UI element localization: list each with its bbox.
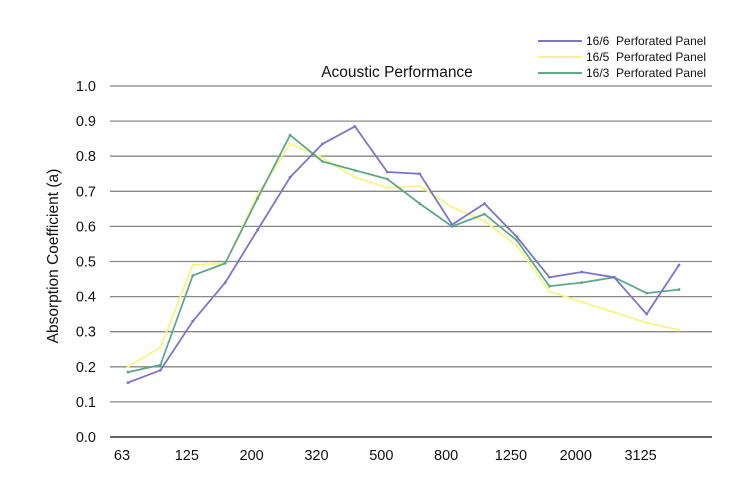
series-line [127, 134, 680, 373]
x-tick-label: 1250 [495, 448, 527, 464]
y-tick-label: 0.2 [76, 360, 96, 376]
y-tick-label: 0.3 [76, 325, 96, 341]
x-tick-label: 125 [175, 448, 199, 464]
data-point [580, 281, 584, 284]
y-tick-label: 0.8 [76, 149, 96, 165]
data-point [126, 365, 130, 369]
y-tick-label: 0.1 [76, 395, 96, 411]
data-point [677, 288, 681, 291]
data-point [450, 205, 454, 209]
data-point [483, 202, 486, 205]
data-point [256, 196, 260, 200]
gridlines [110, 85, 712, 438]
legend-label: 16/5 Perforated Panel [586, 50, 706, 64]
data-point [580, 270, 584, 274]
data-point [645, 312, 648, 316]
data-point [677, 263, 681, 267]
x-tick-label: 800 [434, 448, 458, 464]
series-line [127, 142, 680, 368]
legend-label: 16/6 Perforated Panel [586, 34, 706, 48]
x-tick-label: 3125 [624, 448, 656, 464]
data-point [321, 142, 324, 146]
data-point [321, 156, 324, 160]
data-point [191, 263, 195, 267]
legend-label: 16/3 Perforated Panel [586, 66, 706, 80]
x-tick-label: 200 [240, 448, 264, 464]
y-axis-ticks: 0.0 0.1 0.2 0.3 0.4 0.5 0.6 0.7 0.8 0.9 1.0 [76, 79, 96, 446]
y-tick-label: 0.5 [76, 255, 96, 271]
data-point [288, 142, 292, 146]
y-tick-label: 0.4 [76, 290, 96, 306]
data-point [353, 168, 357, 172]
data-point [288, 133, 292, 137]
y-tick-label: 0.0 [76, 430, 96, 446]
data-point [483, 212, 486, 216]
data-point [645, 291, 648, 295]
data-point [126, 370, 130, 374]
data-point [159, 346, 162, 349]
data-point [288, 175, 292, 179]
data-point [223, 281, 227, 284]
data-point [223, 261, 227, 265]
y-tick-label: 0.9 [76, 114, 96, 130]
data-point [126, 381, 130, 384]
data-point [450, 223, 454, 227]
chart-title: Acoustic Performance [321, 64, 473, 81]
data-point [547, 284, 551, 288]
data-point [612, 310, 616, 314]
data-series [126, 124, 681, 384]
data-point [418, 172, 422, 176]
data-point [385, 170, 389, 174]
legend: 16/6 Perforated Panel 16/5 Perforated Pan… [538, 34, 706, 80]
data-point [418, 202, 422, 205]
data-point [483, 219, 486, 223]
data-point [191, 274, 195, 277]
y-tick-label: 0.7 [76, 184, 96, 200]
data-point [418, 184, 422, 188]
data-point [353, 175, 357, 179]
data-point [321, 160, 324, 163]
data-point [515, 244, 519, 248]
data-point [515, 239, 519, 242]
data-point [385, 177, 389, 181]
series-line [127, 125, 680, 384]
data-point [515, 235, 519, 239]
data-point [191, 319, 195, 323]
data-point [612, 275, 616, 279]
data-point [385, 186, 389, 190]
x-axis-ticks: 63 125 200 320 500 800 1250 2000 3125 [114, 448, 657, 464]
data-point [580, 300, 584, 304]
x-tick-label: 63 [114, 448, 130, 464]
x-tick-label: 320 [304, 448, 328, 464]
data-point [547, 289, 551, 293]
data-point [645, 321, 648, 325]
data-point [159, 363, 162, 367]
data-point [353, 124, 357, 128]
data-point [256, 228, 260, 232]
y-tick-label: 0.6 [76, 219, 96, 235]
y-axis-label: Absorption Coefficient (a) [45, 169, 62, 344]
data-point [159, 368, 162, 372]
y-tick-label: 1.0 [76, 79, 96, 95]
x-tick-label: 500 [369, 448, 393, 464]
x-tick-label: 2000 [560, 448, 592, 464]
data-point [547, 275, 551, 279]
data-point [677, 328, 681, 332]
